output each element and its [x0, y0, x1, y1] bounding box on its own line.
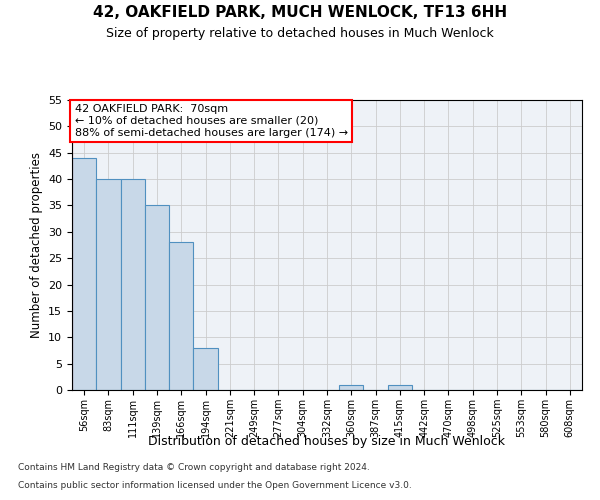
Bar — [121, 179, 145, 390]
Bar — [339, 384, 364, 390]
Bar — [169, 242, 193, 390]
Text: 42, OAKFIELD PARK, MUCH WENLOCK, TF13 6HH: 42, OAKFIELD PARK, MUCH WENLOCK, TF13 6H… — [93, 5, 507, 20]
Bar — [145, 206, 169, 390]
Text: Distribution of detached houses by size in Much Wenlock: Distribution of detached houses by size … — [149, 435, 505, 448]
Bar — [72, 158, 96, 390]
Text: 42 OAKFIELD PARK:  70sqm
← 10% of detached houses are smaller (20)
88% of semi-d: 42 OAKFIELD PARK: 70sqm ← 10% of detache… — [74, 104, 347, 138]
Text: Size of property relative to detached houses in Much Wenlock: Size of property relative to detached ho… — [106, 28, 494, 40]
Text: Contains public sector information licensed under the Open Government Licence v3: Contains public sector information licen… — [18, 481, 412, 490]
Y-axis label: Number of detached properties: Number of detached properties — [29, 152, 43, 338]
Bar — [96, 179, 121, 390]
Bar — [388, 384, 412, 390]
Bar — [193, 348, 218, 390]
Text: Contains HM Land Registry data © Crown copyright and database right 2024.: Contains HM Land Registry data © Crown c… — [18, 464, 370, 472]
